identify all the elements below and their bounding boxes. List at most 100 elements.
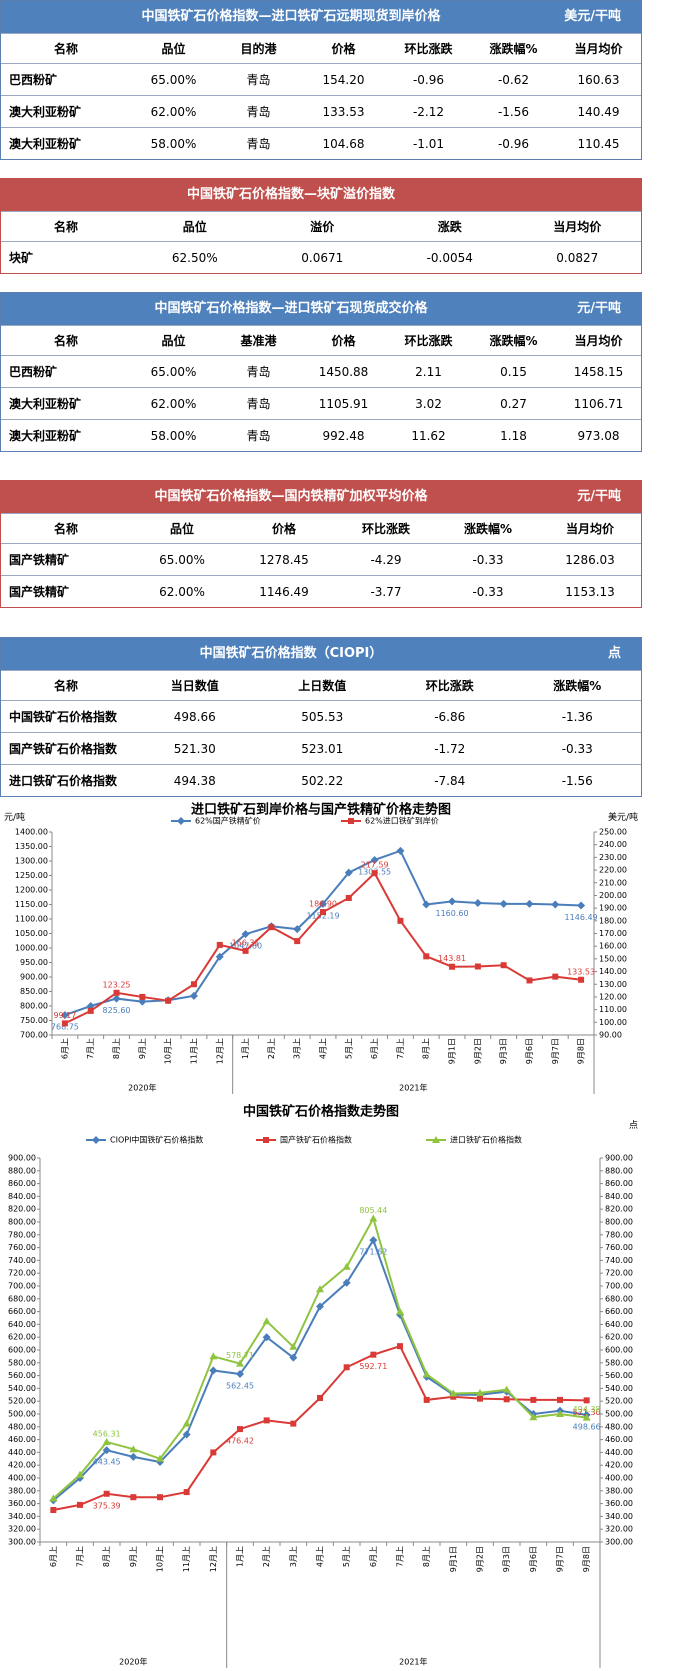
table-cell: 494.38 xyxy=(173,773,216,788)
table-cell: 1146.49 xyxy=(259,584,309,599)
x-tick-label: 6月上 xyxy=(370,1038,379,1059)
table-unit: 美元/干吨 xyxy=(564,9,621,24)
table-row: 进口铁矿石价格指数 494.38 502.22 -7.84 -1.56 xyxy=(1,764,641,796)
y2-tick-label: 680.00 xyxy=(605,1294,633,1303)
table-cell: 140.49 xyxy=(577,104,620,119)
x-tick-label: 12月上 xyxy=(215,1038,224,1064)
point xyxy=(112,994,121,1003)
table-cell: 中国铁矿石价格指数 xyxy=(9,710,118,724)
point xyxy=(525,899,534,908)
header-cell: 环比涨跌 xyxy=(425,679,474,693)
y-tick-label: 740.00 xyxy=(8,1256,36,1265)
table-cell: 0.0827 xyxy=(556,250,599,265)
header-cell: 目的港 xyxy=(240,42,277,56)
x-tick-label: 7月上 xyxy=(396,1546,405,1567)
header-cell: 价格 xyxy=(271,522,296,536)
point xyxy=(293,925,302,934)
point xyxy=(49,1494,58,1502)
header-cell: 涨跌幅% xyxy=(463,522,513,536)
point xyxy=(422,1370,431,1378)
point xyxy=(557,1396,563,1403)
x-tick-label: 8月上 xyxy=(112,1038,121,1059)
table-cell: 0.15 xyxy=(500,364,527,379)
point xyxy=(189,991,198,1000)
table-cell: 青岛 xyxy=(246,137,271,151)
y-tick-label: 780.00 xyxy=(8,1230,36,1239)
point xyxy=(345,894,352,901)
table-cell: 澳大利亚粉矿 xyxy=(9,137,82,151)
table-cell: 青岛 xyxy=(246,73,271,87)
y-tick-label: 1400.00 xyxy=(15,828,48,837)
table-title: 中国铁矿石价格指数—块矿溢价指数 xyxy=(186,187,395,202)
point xyxy=(582,1413,591,1421)
y-tick-label: 900.00 xyxy=(8,1154,36,1163)
table-cell: 1450.88 xyxy=(318,364,369,379)
y-tick-label: 900.00 xyxy=(20,973,48,982)
point xyxy=(448,897,457,906)
y2-tick-label: 340.00 xyxy=(605,1512,633,1521)
y-tick-label: 860.00 xyxy=(8,1179,36,1188)
legend-label: 62%进口铁矿到岸价 xyxy=(365,816,439,826)
y-tick-label: 1350.00 xyxy=(15,842,48,851)
y-tick-label: 850.00 xyxy=(20,987,48,996)
table-cell: -0.33 xyxy=(472,552,504,567)
x-tick-label: 8月上 xyxy=(102,1546,111,1567)
table-cell: -1.36 xyxy=(561,709,593,724)
y-tick-label: 360.00 xyxy=(8,1499,36,1508)
table-cell: 0.0671 xyxy=(301,250,344,265)
y-tick-label: 700.00 xyxy=(8,1282,36,1291)
table-row: 国产铁精矿 65.00% 1278.45 -4.29 -0.33 1286.03 xyxy=(1,543,641,575)
header-cell: 环比涨跌 xyxy=(361,522,410,536)
table-row: 中国铁矿石价格指数 498.66 505.53 -6.86 -1.36 xyxy=(1,700,641,732)
y2-tick-label: 420.00 xyxy=(605,1461,633,1470)
point xyxy=(370,855,379,864)
header-cell: 溢价 xyxy=(310,220,335,234)
point xyxy=(129,1452,138,1461)
table-row: 澳大利亚粉矿 58.00% 青岛 992.48 11.62 1.18 973.08 xyxy=(1,419,641,451)
y2-tick-label: 150.00 xyxy=(599,954,627,963)
header-cell: 品位 xyxy=(161,42,186,56)
table-cell: 65.00% xyxy=(159,552,205,567)
table-cell: 进口铁矿石价格指数 xyxy=(9,774,118,788)
header-cell: 当月均价 xyxy=(574,334,623,348)
table-header-row: 名称 当日数值 上日数值 环比涨跌 涨跌幅% xyxy=(1,670,641,700)
x-tick-label: 7月上 xyxy=(86,1038,95,1059)
data-label: 456.31 xyxy=(93,1429,121,1438)
x-tick-label: 5月上 xyxy=(342,1546,351,1567)
x-tick-label: 6月上 xyxy=(60,1038,69,1059)
y-tick-label: 300.00 xyxy=(8,1538,36,1547)
legend-label: 进口铁矿石价格指数 xyxy=(450,1135,522,1145)
y2-axis-unit: 美元/吨 xyxy=(608,811,638,823)
table-title-bar: 中国铁矿石价格指数—进口铁矿石现货成交价格 元/干吨 xyxy=(1,293,641,325)
y-tick-label: 680.00 xyxy=(8,1294,36,1303)
y-axis-unit: 元/吨 xyxy=(4,811,25,823)
header-cell: 品位 xyxy=(169,522,194,536)
x-tick-label: 9月1日 xyxy=(448,1038,457,1064)
table-cell: 巴西粉矿 xyxy=(9,365,58,379)
table-cell: 104.68 xyxy=(322,136,365,151)
header-cell: 名称 xyxy=(53,679,78,693)
y2-tick-label: 520.00 xyxy=(605,1397,633,1406)
x-tick-label: 9月上 xyxy=(138,1038,147,1059)
point xyxy=(289,1342,298,1350)
data-label: 521.30 xyxy=(573,1408,601,1417)
x-tick-label: 6月上 xyxy=(49,1546,58,1567)
header-cell: 品位 xyxy=(182,220,207,234)
table-cell: -0.0054 xyxy=(426,250,473,265)
table-cell: 澳大利亚粉矿 xyxy=(9,105,82,119)
point xyxy=(50,1507,57,1513)
point xyxy=(60,1011,69,1020)
table-cell: 澳大利亚粉矿 xyxy=(9,397,82,411)
point xyxy=(556,1410,564,1417)
x-tick-label: 12月上 xyxy=(209,1546,218,1572)
point xyxy=(473,899,482,908)
y-tick-label: 620.00 xyxy=(8,1333,36,1342)
point xyxy=(102,1437,111,1445)
x-tick-label: 9月8日 xyxy=(582,1546,591,1572)
x-tick-label: 1月上 xyxy=(241,1038,250,1059)
table-cell: -0.96 xyxy=(412,72,445,87)
table-cell: 62.00% xyxy=(150,396,197,411)
x-tick-label: 9月3日 xyxy=(499,1038,508,1064)
y-tick-label: 440.00 xyxy=(8,1448,36,1457)
